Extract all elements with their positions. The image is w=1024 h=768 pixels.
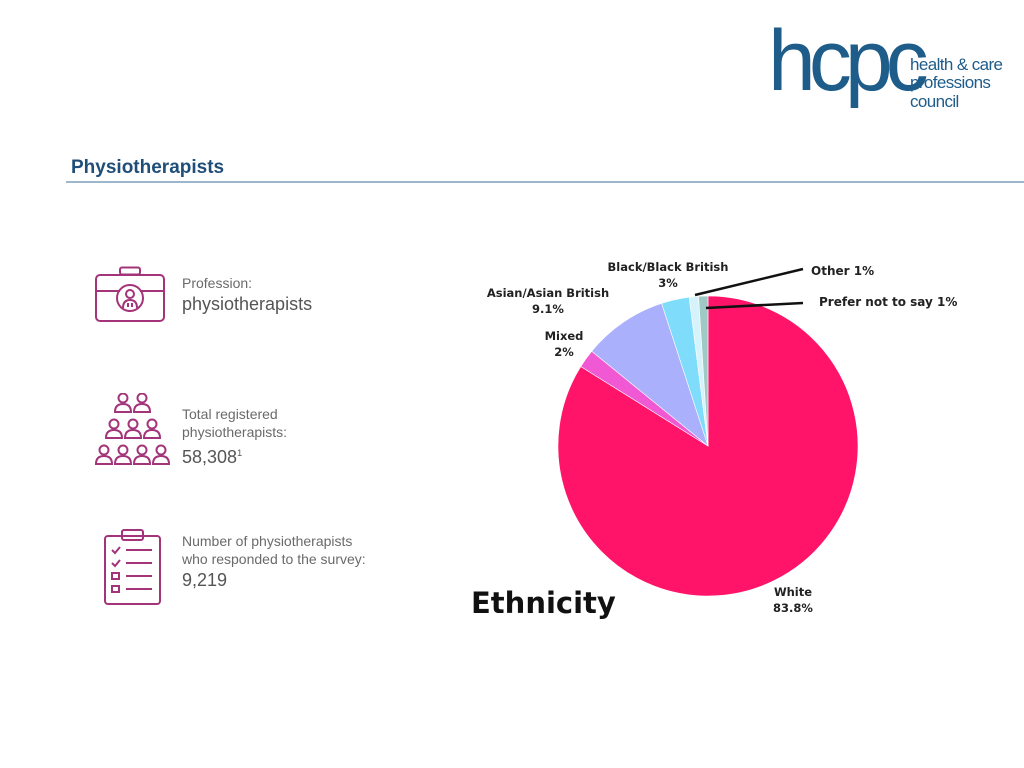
hcpc-logo: hcpc health & care professions council	[768, 18, 1010, 136]
slice-label-group-other: Other 1%	[811, 264, 874, 278]
stat-registered-value: 58,308	[182, 447, 238, 467]
slice-value-mixed: 2%	[554, 345, 574, 359]
slice-value-asian-asian-british: 9.1%	[532, 302, 564, 316]
slice-label-white: White	[774, 585, 812, 599]
stat-registered-label-1: Total registered	[182, 406, 278, 422]
slice-label-mixed: Mixed	[545, 329, 584, 343]
stat-profession-label: Profession:	[182, 275, 253, 291]
title-divider	[66, 181, 1024, 183]
slice-value-other: 1%	[854, 264, 874, 278]
slice-label-prefer-not-to-say: Prefer not to say	[819, 295, 937, 309]
stat-responded-label-2: who responded to the survey:	[182, 551, 366, 567]
stat-registered-label-2: physiotherapists:	[182, 424, 288, 440]
stat-responded: Number of physiotherapists who responded…	[90, 528, 410, 608]
pie-slice-asian-asian-british	[591, 302, 709, 447]
briefcase-person-icon	[95, 266, 165, 322]
pie-slice-prefer-not-to-say	[698, 295, 709, 447]
stat-responded-value: 9,219	[182, 570, 228, 590]
leader-line-prefer-not-to-say	[705, 301, 804, 310]
chart-title: Ethnicity	[471, 586, 616, 620]
slice-label-black-black-british: Black/Black British	[608, 260, 729, 274]
leader-line-other	[694, 267, 804, 297]
people-group-icon	[95, 393, 170, 465]
stat-profession-text: Profession: physiotherapists	[182, 274, 312, 316]
stat-registered-footnote: 1	[237, 448, 243, 458]
stat-responded-text: Number of physiotherapists who responded…	[182, 532, 366, 592]
slice-label-asian-asian-british: Asian/Asian British	[487, 286, 609, 300]
logo-line-3: council	[910, 91, 959, 111]
slice-label-group-prefer-not-to-say: Prefer not to say 1%	[819, 295, 957, 309]
logo-line-1: health & care	[910, 55, 1003, 74]
stat-profession: Profession: physiotherapists	[90, 266, 410, 326]
stat-registered-value-row: 58,3081	[182, 441, 287, 469]
slice-value-prefer-not-to-say: 1%	[937, 295, 957, 309]
ethnicity-pie-chart: White 83.8% Mixed 2% Asian/Asian British 9.1%…	[487, 260, 958, 615]
page-title: Physiotherapists	[71, 157, 225, 178]
logo-subtitle: health & care professions council	[910, 55, 1010, 111]
slice-value-black-black-british: 3%	[658, 276, 678, 290]
clipboard-checklist-icon	[104, 529, 161, 605]
stat-responded-label-1: Number of physiotherapists	[182, 533, 353, 549]
stat-registered: Total registered physiotherapists: 58,30…	[90, 393, 410, 473]
slice-label-other: Other	[811, 264, 854, 278]
slice-value-white: 83.8%	[773, 601, 813, 615]
logo-wordmark: hcpc	[768, 13, 929, 109]
stat-profession-value: physiotherapists	[182, 294, 313, 314]
logo-line-2: professions	[910, 73, 991, 93]
stat-registered-text: Total registered physiotherapists: 58,30…	[182, 405, 287, 469]
